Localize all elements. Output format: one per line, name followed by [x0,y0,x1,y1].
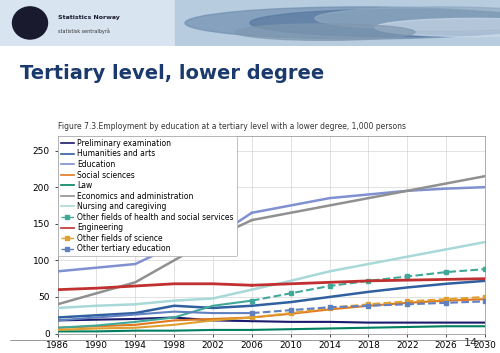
Circle shape [185,7,500,39]
Bar [0,0,225,46]
Text: Tertiary level, lower degree: Tertiary level, lower degree [20,64,324,83]
Circle shape [375,18,500,37]
Text: 14: 14 [464,338,477,348]
Circle shape [315,7,500,30]
Text: Figure 7.3.Employment by education at a tertiary level with a lower degree, 1,00: Figure 7.3.Employment by education at a … [58,122,406,131]
Text: Statistics Norway: Statistics Norway [58,15,120,20]
Bar [175,0,500,46]
Circle shape [250,9,500,37]
Text: statistisk sentralbyrå: statistisk sentralbyrå [58,28,110,34]
Ellipse shape [12,7,48,39]
Legend: Preliminary examination, Humanities and arts, Education, Social sciences, Law, E: Preliminary examination, Humanities and … [58,136,237,256]
Circle shape [235,24,415,40]
